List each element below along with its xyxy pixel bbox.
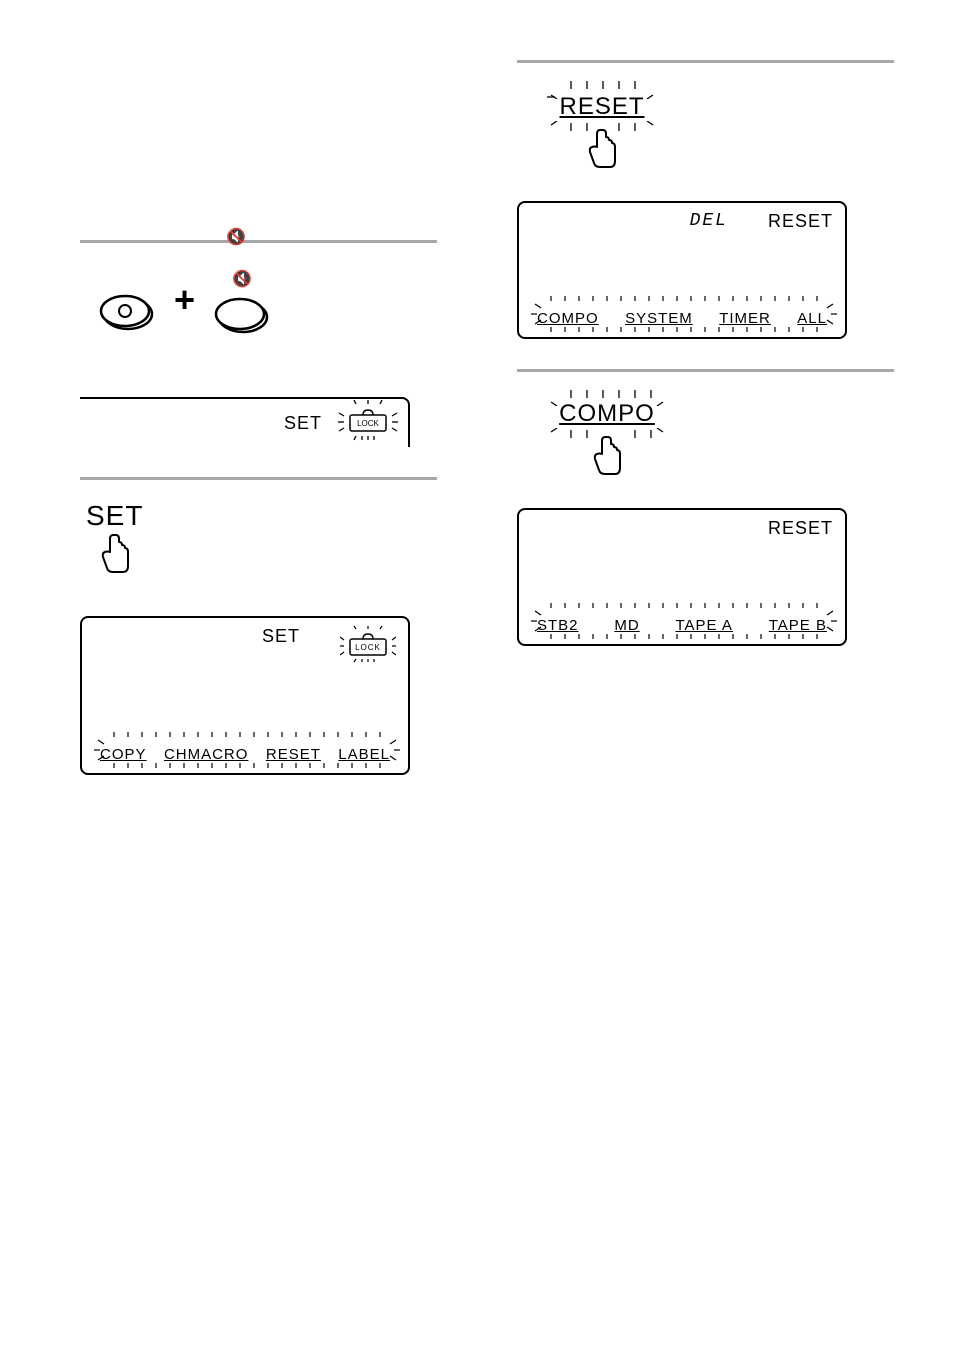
hand-pointer-icon (582, 127, 622, 171)
mute-icon: 🔇 (232, 269, 252, 289)
lcd-set-lock-small: SET LOCK (80, 397, 437, 447)
lock-label: LOCK (357, 419, 379, 428)
lock-icon-wrap: LOCK (340, 626, 396, 668)
lcd-menu-row: COMPO SYSTEM TIMER ALL (531, 302, 833, 333)
lcd-menu-row: COPY CHMACRO RESET LABEL (94, 738, 396, 769)
press-reset-figure: RESET (547, 79, 894, 171)
menu-item: MD (614, 617, 639, 634)
hand-pointer-icon (587, 434, 627, 478)
lcd-set-menu: SET LOCK (80, 616, 410, 775)
menu-item: TAPE A (676, 617, 733, 634)
menu-item: TAPE B (769, 617, 827, 634)
lcd-reset-menu: DEL RESET COMPO SYSTEM TIMER (517, 201, 847, 339)
press-compo-figure: COMPO (547, 388, 894, 478)
menu-item: STB2 (537, 617, 579, 634)
menu-item: SYSTEM (625, 310, 693, 327)
lcd-compo-menu: RESET STB2 MD TAPE A TAPE B (517, 508, 847, 646)
set-label: SET (262, 626, 300, 668)
plus-icon: + (174, 279, 195, 321)
compo-word: COMPO (559, 400, 655, 428)
set-label: SET (284, 413, 322, 434)
del-label: DEL (690, 211, 728, 232)
reset-label: RESET (768, 518, 833, 539)
svg-text:LOCK: LOCK (355, 643, 381, 652)
hand-pointer-icon (95, 532, 135, 576)
button-icon (213, 295, 271, 337)
button-combo-figure: + 🔇 🔇 (98, 263, 437, 337)
menu-item: RESET (266, 746, 321, 763)
button-icon (98, 292, 156, 334)
menu-item: ALL (797, 310, 827, 327)
reset-label: RESET (768, 211, 833, 232)
menu-item: LABEL (338, 746, 390, 763)
set-word: SET (86, 500, 143, 532)
lock-icon-wrap: LOCK (338, 400, 398, 446)
mute-icon: 🔇 (226, 227, 246, 247)
divider (517, 369, 894, 372)
divider (80, 477, 437, 480)
menu-item: COMPO (537, 310, 599, 327)
lcd-menu-row: STB2 MD TAPE A TAPE B (531, 609, 833, 640)
divider (80, 240, 437, 243)
menu-item: COPY (100, 746, 147, 763)
menu-item: CHMACRO (164, 746, 249, 763)
press-set-figure: SET (86, 500, 437, 576)
reset-word: RESET (559, 93, 644, 121)
divider (517, 60, 894, 63)
menu-item: TIMER (719, 310, 771, 327)
